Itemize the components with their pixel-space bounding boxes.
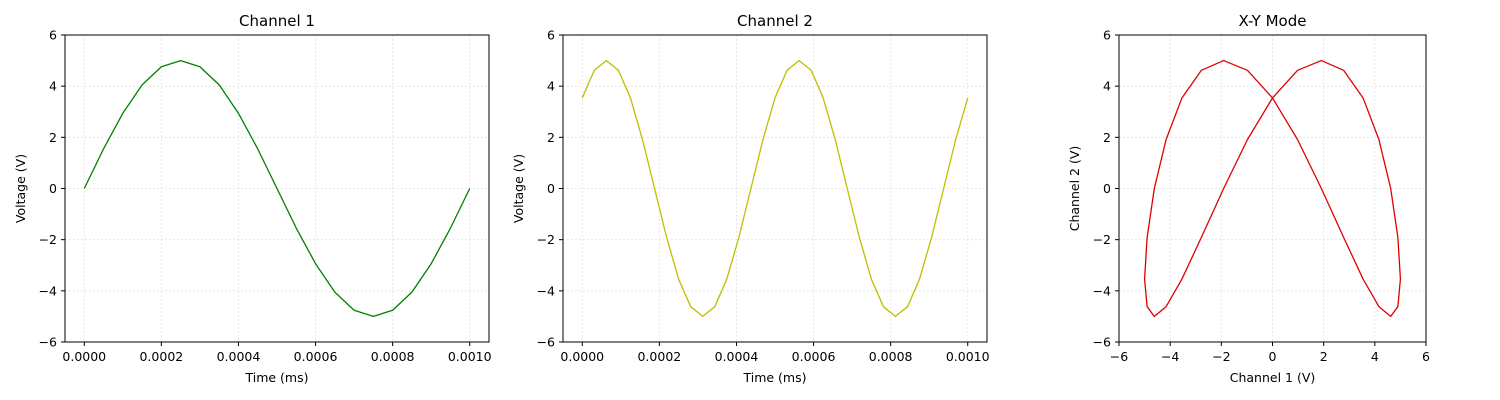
channel-1-title: Channel 1 — [239, 12, 315, 30]
channel-2-xtick-label: 0.0004 — [715, 349, 759, 364]
channel-2-xtick-label: 0.0008 — [869, 349, 913, 364]
channel-1-chart: 0.0000 0.0002 0.0004 0.0006 0.0008 0.0010 −6 −4… — [13, 12, 492, 385]
xy-mode-xtick-label: 2 — [1320, 349, 1328, 364]
channel-2-series-line — [581, 59, 969, 318]
xy-mode-xtick-label: −6 — [1110, 349, 1128, 364]
channel-2-ytick-label: 6 — [547, 28, 555, 43]
channel-1-ytick-label: 2 — [49, 130, 57, 145]
xy-mode-title: X-Y Mode — [1239, 12, 1307, 30]
channel-2-chart: 0.0000 0.0002 0.0004 0.0006 0.0008 0.0010 −6 −4… — [511, 12, 990, 385]
channel-2-ytick-label: −6 — [537, 335, 555, 350]
channel-1-xtick-label: 0.0000 — [62, 349, 106, 364]
channel-1-ytick-label: −6 — [39, 335, 57, 350]
xy-mode-ylabel: Channel 2 (V) — [1067, 146, 1082, 232]
channel-1-ytick-label: 6 — [49, 28, 57, 43]
channel-1-ylabel: Voltage (V) — [13, 154, 28, 223]
channel-2-ytick-label: 2 — [547, 130, 555, 145]
channel-2-ytick-label: 4 — [547, 79, 555, 94]
channel-2-xtick-label: 0.0006 — [792, 349, 836, 364]
xy-mode-ytick-label: 2 — [1103, 130, 1111, 145]
channel-2-xtick-label: 0.0010 — [946, 349, 990, 364]
xy-mode-ytick-label: −6 — [1093, 335, 1111, 350]
channel-1-xlabel: Time (ms) — [244, 370, 308, 385]
channel-1-xtick-label: 0.0004 — [217, 349, 261, 364]
xy-mode-xtick-label: −2 — [1212, 349, 1230, 364]
channel-1-ytick-label: 4 — [49, 79, 57, 94]
xy-mode-chart: −6 −4 −2 0 2 4 6 −6 −4 −2 0 2 4 6 X-Y Mode Channel 1 (V… — [1067, 12, 1430, 385]
channel-1-ytick-label: −2 — [39, 232, 57, 247]
xy-mode-xtick-label: 4 — [1371, 349, 1379, 364]
channel-2-ytick-label: −4 — [537, 283, 555, 298]
channel-2-xtick-label: 0.0002 — [637, 349, 681, 364]
channel-1-xtick-label: 0.0008 — [371, 349, 415, 364]
xy-mode-ytick-label: 6 — [1103, 28, 1111, 43]
channel-1-xtick-label: 0.0002 — [139, 349, 183, 364]
xy-mode-xtick-label: 6 — [1422, 349, 1430, 364]
xy-mode-ytick-label: 0 — [1103, 181, 1111, 196]
channel-2-ylabel: Voltage (V) — [511, 154, 526, 223]
xy-mode-series-line — [1143, 59, 1402, 318]
channel-1-xtick-label: 0.0010 — [448, 349, 492, 364]
xy-mode-xtick-label: −4 — [1161, 349, 1179, 364]
channel-1-ytick-label: −4 — [39, 283, 57, 298]
xy-mode-xlabel: Channel 1 (V) — [1230, 370, 1316, 385]
channel-2-xlabel: Time (ms) — [742, 370, 806, 385]
xy-mode-ytick-label: 4 — [1103, 79, 1111, 94]
channel-2-xtick-label: 0.0000 — [560, 349, 604, 364]
xy-mode-ytick-label: −2 — [1093, 232, 1111, 247]
channel-1-ytick-label: 0 — [49, 181, 57, 196]
xy-mode-xtick-label: 0 — [1269, 349, 1277, 364]
xy-mode-ytick-label: −4 — [1093, 283, 1111, 298]
channel-2-ytick-label: −2 — [537, 232, 555, 247]
channel-1-series-line — [83, 59, 471, 318]
channel-2-title: Channel 2 — [737, 12, 813, 30]
channel-1-xtick-label: 0.0006 — [294, 349, 338, 364]
channel-2-ytick-label: 0 — [547, 181, 555, 196]
